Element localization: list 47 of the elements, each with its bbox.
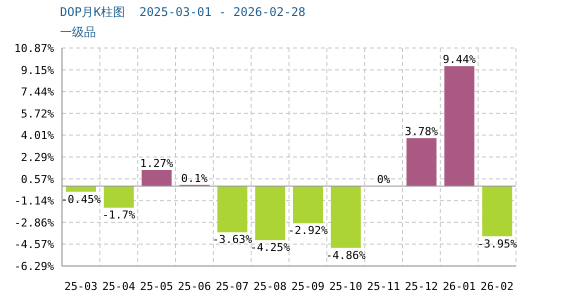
y-tick-label: 4.01% (20, 129, 54, 142)
x-tick-label: 25-12 (404, 280, 438, 293)
data-label: -4.25% (250, 241, 290, 254)
data-label: -1.7% (102, 208, 136, 222)
y-tick-label: 5.72% (20, 107, 54, 120)
x-tick-label: 25-08 (254, 280, 287, 293)
x-tick-label: 25-06 (178, 280, 211, 293)
bar (66, 186, 96, 192)
bar (255, 186, 286, 240)
data-label: -0.45% (61, 192, 102, 206)
y-tick-label: -2.86% (14, 216, 54, 230)
data-label: 3.78% (404, 125, 438, 138)
y-tick-label: 9.15% (20, 64, 54, 77)
x-tick-label: 26-02 (480, 280, 514, 293)
y-tick-label: -4.57% (14, 238, 54, 252)
x-tick-label: 25-03 (64, 280, 98, 293)
y-tick-label: 7.44% (20, 85, 54, 98)
data-label: -3.95% (477, 237, 518, 250)
data-label: -4.86% (326, 248, 366, 262)
x-tick-label: 25-05 (140, 280, 174, 293)
chart-subtitle: 一级品 (60, 24, 96, 41)
x-tick-label: 25-10 (329, 280, 362, 293)
bar (406, 138, 436, 186)
bar (142, 170, 172, 186)
data-label: 1.27% (140, 156, 174, 170)
y-tick-label: -1.14% (14, 194, 54, 208)
data-label: 9.44% (442, 53, 476, 66)
bar (482, 186, 512, 236)
y-tick-label: 2.29% (20, 150, 54, 164)
bar (444, 66, 474, 186)
bar (217, 186, 248, 232)
y-tick-label: 0.57% (20, 172, 54, 186)
x-tick-label: 25-07 (216, 280, 249, 293)
y-tick-label: 10.87% (14, 42, 54, 55)
data-label: 0.1% (181, 172, 208, 185)
x-tick-label: 25-09 (291, 280, 324, 293)
data-label: -2.92% (288, 224, 328, 238)
x-tick-label: 25-11 (367, 280, 400, 293)
data-label: 0% (376, 173, 391, 186)
bar (330, 186, 361, 248)
data-label: -3.63% (212, 233, 252, 246)
x-tick-label: 26-01 (442, 280, 476, 293)
y-tick-label: -6.29% (14, 260, 54, 273)
chart-title: DOP月K柱图 2025-03-01 - 2026-02-28 (60, 4, 306, 21)
bar (104, 186, 134, 208)
x-tick-label: 25-04 (102, 280, 136, 293)
bar (293, 186, 323, 224)
